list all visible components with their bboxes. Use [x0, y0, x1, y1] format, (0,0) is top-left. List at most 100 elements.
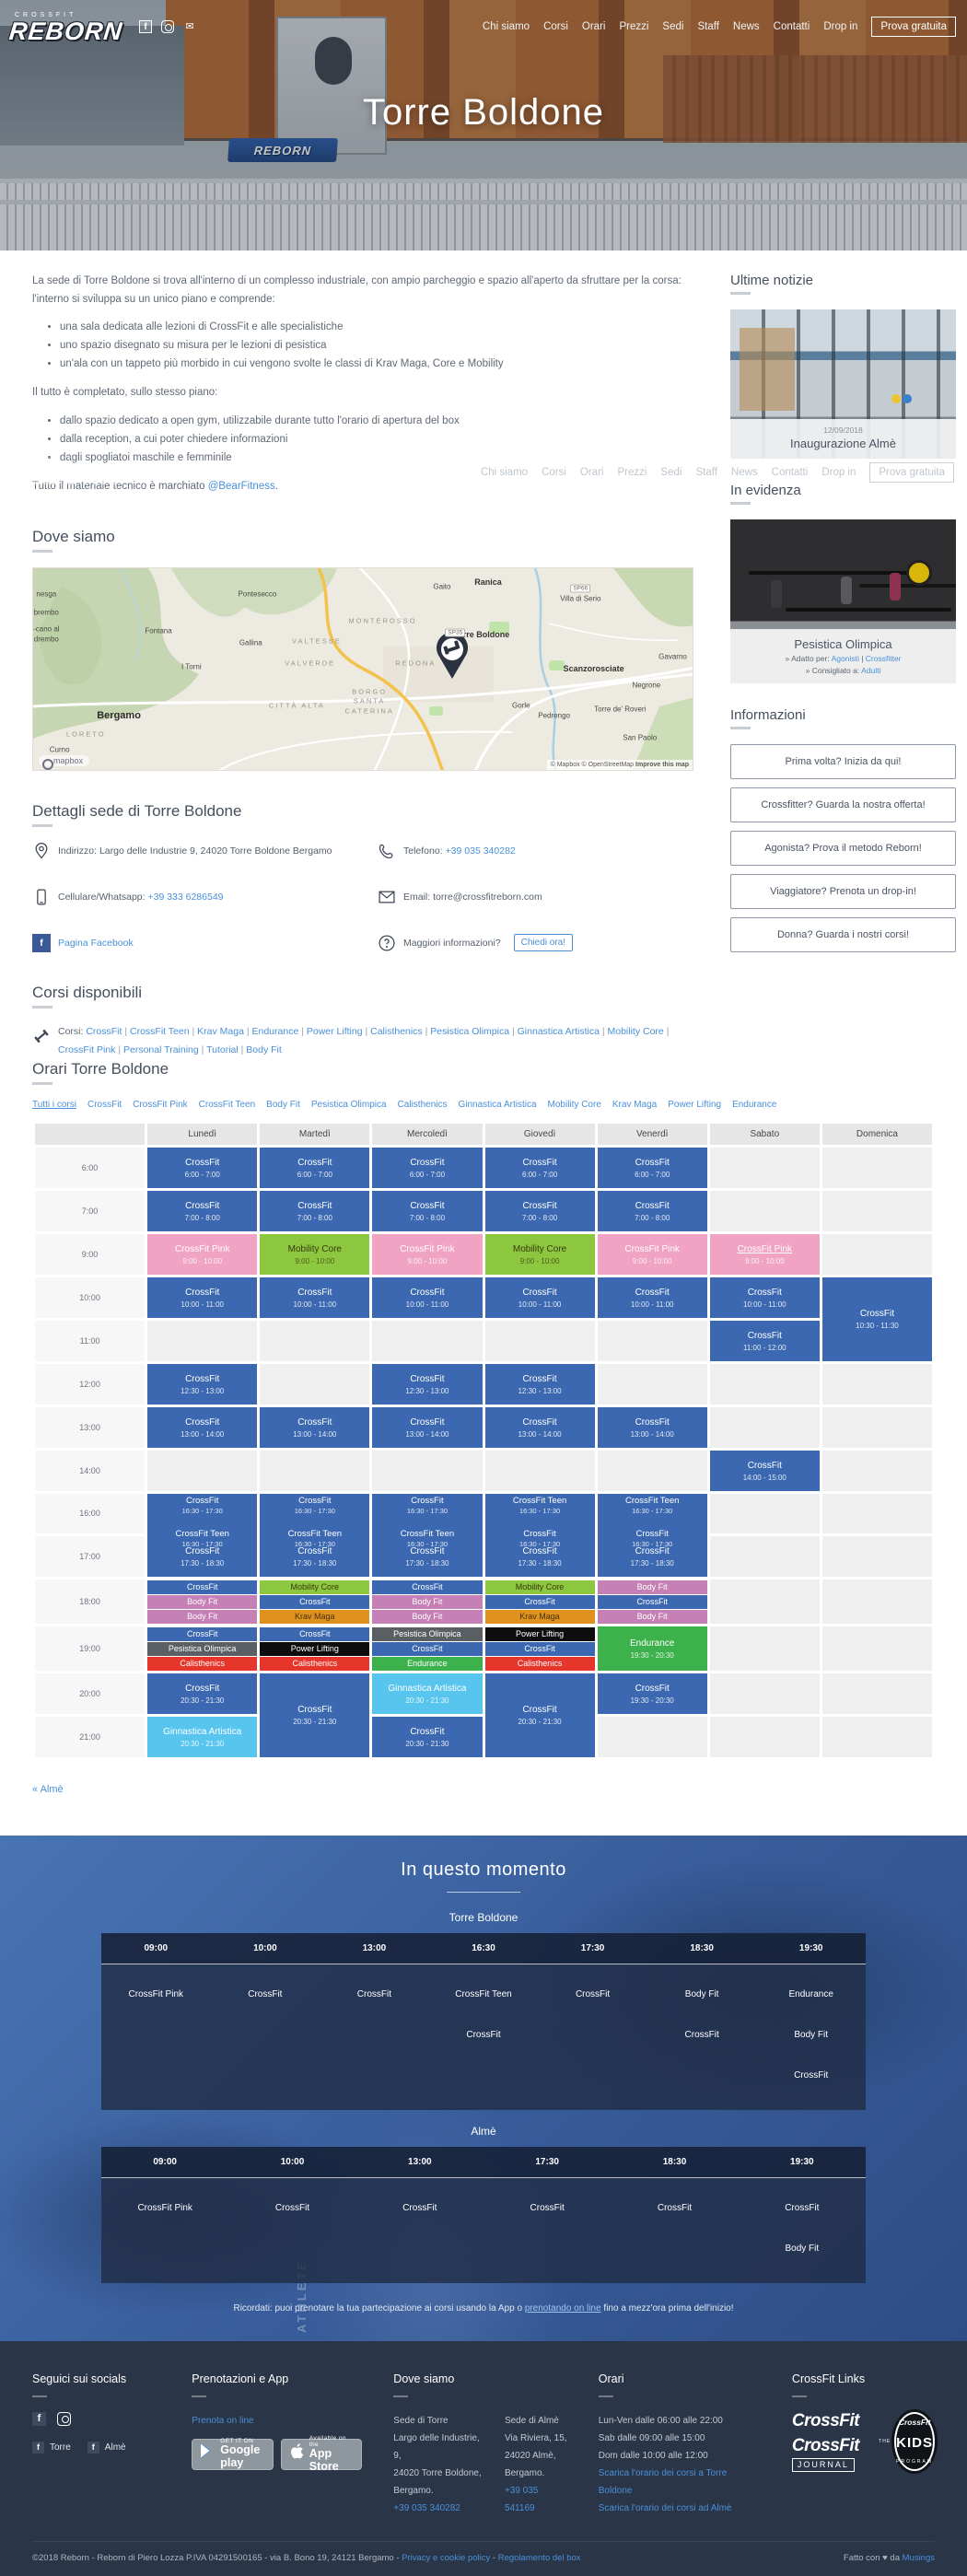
class-block-ginnastica-artistica[interactable]: Ginnastica Artistica 20:30 - 21:30 — [147, 1716, 258, 1757]
class-block-mobility-core[interactable]: Mobility Core 9:00 - 10:00 — [260, 1233, 370, 1275]
filter-ginnastica-artistica[interactable]: Ginnastica Artistica — [458, 1099, 537, 1110]
class-block-crossfit[interactable]: CrossFit 7:00 - 8:00 — [372, 1190, 483, 1231]
class-block-crossfit[interactable]: CrossFit 7:00 - 8:00 — [260, 1190, 370, 1231]
class-block-crossfit[interactable]: CrossFit 10:00 - 11:00 — [484, 1276, 595, 1318]
nav-item-orari[interactable]: Orari — [581, 21, 606, 32]
class-block-crossfit[interactable]: CrossFit 12:30 - 13:00 — [372, 1363, 483, 1405]
class-block-crossfit[interactable]: CrossFit 17:30 - 18:30 — [484, 1535, 595, 1577]
bearfitness-link[interactable]: @BearFitness — [207, 481, 275, 493]
class-block-crossfit[interactable]: CrossFit — [484, 1641, 595, 1656]
class-block-crossfit[interactable]: CrossFit 17:30 - 18:30 — [260, 1535, 370, 1577]
nav-item-contatti[interactable]: Contatti — [771, 467, 809, 478]
site-phone-link[interactable]: +39 035 541169 — [504, 2485, 539, 2513]
class-block-krav-maga[interactable]: Krav Maga — [260, 1609, 370, 1624]
filter-tutti-i-corsi[interactable]: Tutti i corsi — [32, 1099, 76, 1110]
mail-icon[interactable]: ✉ — [185, 21, 194, 32]
course-link-power-lifting[interactable]: Power Lifting — [306, 1025, 363, 1037]
nav-item-corsi[interactable]: Corsi — [543, 21, 568, 32]
class-block-crossfit[interactable]: CrossFit 20:30 - 21:30 — [484, 1673, 595, 1757]
class-block-crossfit[interactable]: CrossFit — [147, 1626, 258, 1641]
class-block-crossfit-teen[interactable]: CrossFit Teen 16:30 - 17:30 — [597, 1493, 707, 1533]
class-block-crossfit[interactable]: CrossFit 20:30 - 21:30 — [372, 1716, 483, 1757]
class-block-crossfit[interactable]: CrossFit 10:00 - 11:00 — [147, 1276, 258, 1318]
suited-link-crossfitter[interactable]: Crossfitter — [865, 654, 902, 663]
filter-crossfit[interactable]: CrossFit — [87, 1099, 122, 1110]
class-block-crossfit[interactable]: CrossFit 17:30 - 18:30 — [597, 1535, 707, 1577]
map-attribution[interactable]: © Mapbox © OpenStreetMap Improve this ma… — [546, 759, 693, 770]
prenota-online-footer-link[interactable]: Prenota on line — [192, 2415, 254, 2426]
nav-item-orari[interactable]: Orari — [579, 467, 604, 478]
class-block-power-lifting[interactable]: Power Lifting — [260, 1641, 370, 1656]
store-badge[interactable]: Available on the App Store — [280, 2435, 363, 2472]
class-block-crossfit[interactable]: CrossFit 20:30 - 21:30 — [147, 1673, 258, 1714]
class-block-crossfit[interactable]: CrossFit 10:00 - 11:00 — [260, 1276, 370, 1318]
class-block-crossfit[interactable]: CrossFit 6:00 - 7:00 — [147, 1147, 258, 1188]
class-block-crossfit[interactable]: CrossFit 17:30 - 18:30 — [147, 1535, 258, 1577]
class-block-body-fit[interactable]: Body Fit — [372, 1594, 483, 1609]
class-block-crossfit[interactable]: CrossFit 12:30 - 13:00 — [147, 1363, 258, 1405]
class-block-crossfit-pink[interactable]: CrossFit Pink 9:00 - 10:00 — [147, 1233, 258, 1275]
chiedi-ora-button[interactable]: Chiedi ora! — [513, 934, 573, 952]
class-block-crossfit[interactable]: CrossFit 13:00 - 14:00 — [597, 1406, 707, 1448]
course-link-pesistica-olimpica[interactable]: Pesistica Olimpica — [430, 1025, 510, 1037]
site-logo[interactable]: CROSSFIT REBORN — [7, 10, 123, 45]
prova-gratuita-button[interactable]: Prova gratuita — [871, 17, 956, 37]
nav-item-contatti[interactable]: Contatti — [773, 21, 810, 32]
regolamento-link[interactable]: Regolamento del box — [497, 2552, 581, 2563]
whatsapp-link[interactable]: +39 333 6286549 — [147, 891, 224, 903]
class-block-calisthenics[interactable]: Calisthenics — [260, 1656, 370, 1671]
course-link-crossfit-teen[interactable]: CrossFit Teen — [130, 1025, 190, 1037]
class-block-mobility-core[interactable]: Mobility Core — [484, 1579, 595, 1594]
hours-download-link[interactable]: Scarica l'orario dei corsi ad Almè — [598, 2502, 732, 2513]
featured-card[interactable]: Pesistica Olimpica » Adatto per: Agonist… — [730, 519, 956, 683]
news-card[interactable]: 12/09/2018 Inaugurazione Almè — [730, 309, 956, 459]
class-block-crossfit[interactable]: CrossFit 16:30 - 17:30 — [260, 1493, 370, 1533]
map[interactable]: Ranica Villa di Serio Torre Boldone Scanzor… — [32, 566, 693, 771]
class-block-crossfit[interactable]: CrossFit — [260, 1594, 370, 1609]
class-block-crossfit[interactable]: CrossFit 7:00 - 8:00 — [484, 1190, 595, 1231]
nav-item-news[interactable]: News — [732, 21, 760, 32]
filter-crossfit-teen[interactable]: CrossFit Teen — [198, 1099, 256, 1110]
nav-item-sedi[interactable]: Sedi — [662, 21, 684, 32]
nav-item-drop-in[interactable]: Drop in — [821, 467, 856, 478]
facebook-icon[interactable]: f — [139, 20, 153, 33]
class-block-mobility-core[interactable]: Mobility Core 9:00 - 10:00 — [484, 1233, 595, 1275]
course-link-crossfit-pink[interactable]: CrossFit Pink — [58, 1043, 116, 1055]
class-block-crossfit[interactable]: CrossFit 13:00 - 14:00 — [484, 1406, 595, 1448]
prenota-online-link[interactable]: prenotando on line — [524, 2302, 601, 2314]
class-block-ginnastica-artistica[interactable]: Ginnastica Artistica 20:30 - 21:30 — [372, 1673, 483, 1714]
course-link-ginnastica-artistica[interactable]: Ginnastica Artistica — [517, 1025, 600, 1037]
privacy-link[interactable]: Privacy e cookie policy — [402, 2552, 491, 2563]
class-block-power-lifting[interactable]: Power Lifting — [484, 1626, 595, 1641]
class-block-crossfit[interactable]: CrossFit 7:00 - 8:00 — [597, 1190, 707, 1231]
class-block-crossfit[interactable]: CrossFit 6:00 - 7:00 — [260, 1147, 370, 1188]
info-button[interactable]: Crossfitter? Guarda la nostra offerta! — [730, 787, 956, 822]
alme-back-link[interactable]: « Almè — [32, 1783, 64, 1795]
facebook-page-torre[interactable]: f Torre — [32, 2439, 71, 2456]
info-button[interactable]: Prima volta? Inizia da qui! — [730, 744, 956, 779]
class-block-crossfit-pink[interactable]: CrossFit Pink 9:00 - 10:00 — [372, 1233, 483, 1275]
class-block-crossfit[interactable]: CrossFit 6:00 - 7:00 — [597, 1147, 707, 1188]
nav-item-drop-in[interactable]: Drop in — [823, 21, 858, 32]
filter-body-fit[interactable]: Body Fit — [266, 1099, 300, 1110]
adulti-link[interactable]: Adulti — [861, 666, 881, 675]
filter-crossfit-pink[interactable]: CrossFit Pink — [133, 1099, 188, 1110]
info-button[interactable]: Donna? Guarda i nostri corsi! — [730, 917, 956, 952]
class-block-crossfit[interactable]: CrossFit 10:30 - 11:30 — [821, 1276, 932, 1361]
footer-instagram-icon[interactable] — [57, 2411, 71, 2426]
class-block-crossfit[interactable]: CrossFit 13:00 - 14:00 — [372, 1406, 483, 1448]
filter-krav-maga[interactable]: Krav Maga — [612, 1099, 658, 1110]
class-block-mobility-core[interactable]: Mobility Core — [260, 1579, 370, 1594]
phone-link[interactable]: +39 035 340282 — [445, 845, 516, 857]
class-block-crossfit[interactable]: CrossFit 13:00 - 14:00 — [260, 1406, 370, 1448]
class-block-body-fit[interactable]: Body Fit — [372, 1609, 483, 1624]
nav-item-corsi[interactable]: Corsi — [542, 467, 566, 478]
class-block-pesistica-olimpica[interactable]: Pesistica Olimpica — [147, 1641, 258, 1656]
class-block-crossfit[interactable]: CrossFit 10:00 - 11:00 — [709, 1276, 820, 1318]
footer-facebook-icon[interactable]: f — [32, 2411, 46, 2426]
filter-power-lifting[interactable]: Power Lifting — [668, 1099, 722, 1110]
filter-calisthenics[interactable]: Calisthenics — [397, 1099, 448, 1110]
class-block-crossfit[interactable]: CrossFit 13:00 - 14:00 — [147, 1406, 258, 1448]
class-block-crossfit[interactable]: CrossFit 19:30 - 20:30 — [597, 1673, 707, 1714]
class-block-crossfit[interactable]: CrossFit — [597, 1594, 707, 1609]
